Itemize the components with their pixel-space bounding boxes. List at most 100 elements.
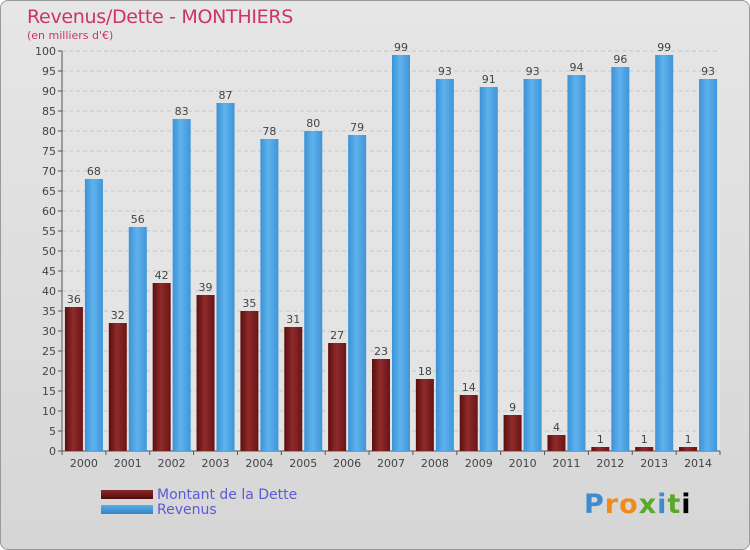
bar-revenus-2009 (479, 87, 498, 451)
grid-lines (62, 50, 720, 452)
x-tick-label: 2006 (333, 457, 361, 470)
y-tick-label: 80 (42, 125, 56, 138)
y-tick-label: 75 (42, 145, 56, 158)
data-label-debt-2013: 1 (641, 433, 648, 446)
data-label-debt-2002: 42 (155, 269, 169, 282)
chart-subtitle: (en milliers d'€) (27, 29, 114, 42)
bar-revenus-2014 (699, 79, 718, 451)
data-label-revenus-2007: 99 (394, 41, 408, 54)
data-label-revenus-2009: 91 (482, 73, 496, 86)
data-label-revenus-2014: 93 (701, 65, 715, 78)
y-tick-label: 35 (42, 305, 56, 318)
bar-debt-2002 (152, 283, 171, 451)
y-tick-label: 25 (42, 345, 56, 358)
x-tick-label: 2000 (70, 457, 98, 470)
y-tick-label: 100 (35, 45, 56, 58)
y-tick-label: 55 (42, 225, 56, 238)
bar-debt-2008 (415, 379, 434, 451)
data-label-debt-2011: 4 (553, 421, 560, 434)
y-tick-label: 40 (42, 285, 56, 298)
y-tick-label: 70 (42, 165, 56, 178)
x-tick-label: 2012 (596, 457, 624, 470)
data-label-debt-2000: 36 (67, 293, 81, 306)
bars (64, 55, 718, 451)
y-tick-label: 5 (49, 425, 56, 438)
data-label-revenus-2013: 99 (657, 41, 671, 54)
data-labels: 3668325642833987357831802779239918931491… (67, 41, 715, 446)
data-label-revenus-2008: 93 (438, 65, 452, 78)
bar-debt-2000 (64, 307, 83, 451)
bar-revenus-2007 (392, 55, 410, 451)
data-label-debt-2009: 14 (462, 381, 476, 394)
x-tick-label: 2013 (640, 457, 668, 470)
bar-debt-2003 (196, 295, 215, 451)
data-label-debt-2005: 31 (286, 313, 300, 326)
legend-label-debt: Montant de la Dette (157, 486, 298, 503)
x-tick-label: 2003 (202, 457, 230, 470)
bar-revenus-2003 (216, 103, 235, 451)
data-label-debt-2008: 18 (418, 365, 432, 378)
data-label-revenus-2000: 68 (87, 165, 101, 178)
y-tick-label: 95 (42, 65, 56, 78)
data-label-debt-2007: 23 (374, 345, 388, 358)
bar-debt-2007 (372, 359, 390, 451)
data-label-revenus-2005: 80 (306, 117, 320, 130)
bar-revenus-2011 (567, 75, 586, 451)
x-tick-label: 2007 (377, 457, 405, 470)
legend-swatch-debt (101, 490, 153, 499)
x-tick-label: 2009 (465, 457, 493, 470)
data-label-debt-2003: 39 (199, 281, 213, 294)
legend-label-revenus: Revenus (157, 501, 217, 518)
bar-revenus-2006 (348, 135, 367, 451)
x-tick-label: 2002 (158, 457, 186, 470)
bar-revenus-2004 (260, 139, 279, 451)
y-tick-label: 90 (42, 85, 56, 98)
bar-debt-2014 (679, 447, 698, 451)
bar-debt-2010 (503, 415, 522, 451)
data-label-debt-2012: 1 (597, 433, 604, 446)
bar-revenus-2012 (611, 67, 630, 451)
data-label-revenus-2002: 83 (175, 105, 189, 118)
y-tick-label: 65 (42, 185, 56, 198)
bar-revenus-2010 (523, 79, 542, 451)
legend-item-debt: Montant de la Dette (101, 486, 298, 503)
data-label-debt-2004: 35 (242, 297, 256, 310)
chart-title: Revenus/Dette - MONTHIERS (27, 6, 294, 28)
y-tick-label: 20 (42, 365, 56, 378)
data-label-debt-2010: 9 (509, 401, 516, 414)
x-tick-label: 2001 (114, 457, 142, 470)
data-label-revenus-2003: 87 (219, 89, 233, 102)
bar-revenus-2013 (655, 55, 674, 451)
bar-revenus-2002 (172, 119, 191, 451)
x-tick-label: 2010 (509, 457, 537, 470)
bar-revenus-2005 (304, 131, 323, 451)
y-tick-label: 50 (42, 245, 56, 258)
bar-revenus-2001 (128, 227, 147, 451)
legend: Montant de la Dette Revenus (101, 486, 298, 518)
bar-debt-2006 (328, 343, 347, 451)
legend-swatch-revenus (101, 505, 153, 514)
data-label-revenus-2011: 94 (569, 61, 583, 74)
data-label-debt-2014: 1 (685, 433, 692, 446)
bar-debt-2011 (547, 435, 566, 451)
data-label-revenus-2010: 93 (526, 65, 540, 78)
bar-debt-2005 (284, 327, 303, 451)
axes: 0 5 10 15 20 25 30 35 40 45 50 55 60 65 70 75 80 85 90 95 10… (35, 45, 721, 470)
y-tick-label: 15 (42, 385, 56, 398)
data-label-revenus-2012: 96 (613, 53, 627, 66)
bar-revenus-2000 (84, 179, 103, 451)
bar-debt-2001 (108, 323, 127, 451)
y-tick-label: 0 (49, 445, 56, 458)
y-tick-label: 30 (42, 325, 56, 338)
y-tick-label: 85 (42, 105, 56, 118)
y-tick-label: 60 (42, 205, 56, 218)
data-label-revenus-2006: 79 (350, 121, 364, 134)
y-tick-label: 10 (42, 405, 56, 418)
bar-revenus-2008 (435, 79, 454, 451)
bar-debt-2009 (459, 395, 478, 451)
proxiti-logo: Proxiti (584, 489, 692, 520)
x-tick-label: 2014 (684, 457, 712, 470)
x-tick-label: 2011 (552, 457, 580, 470)
